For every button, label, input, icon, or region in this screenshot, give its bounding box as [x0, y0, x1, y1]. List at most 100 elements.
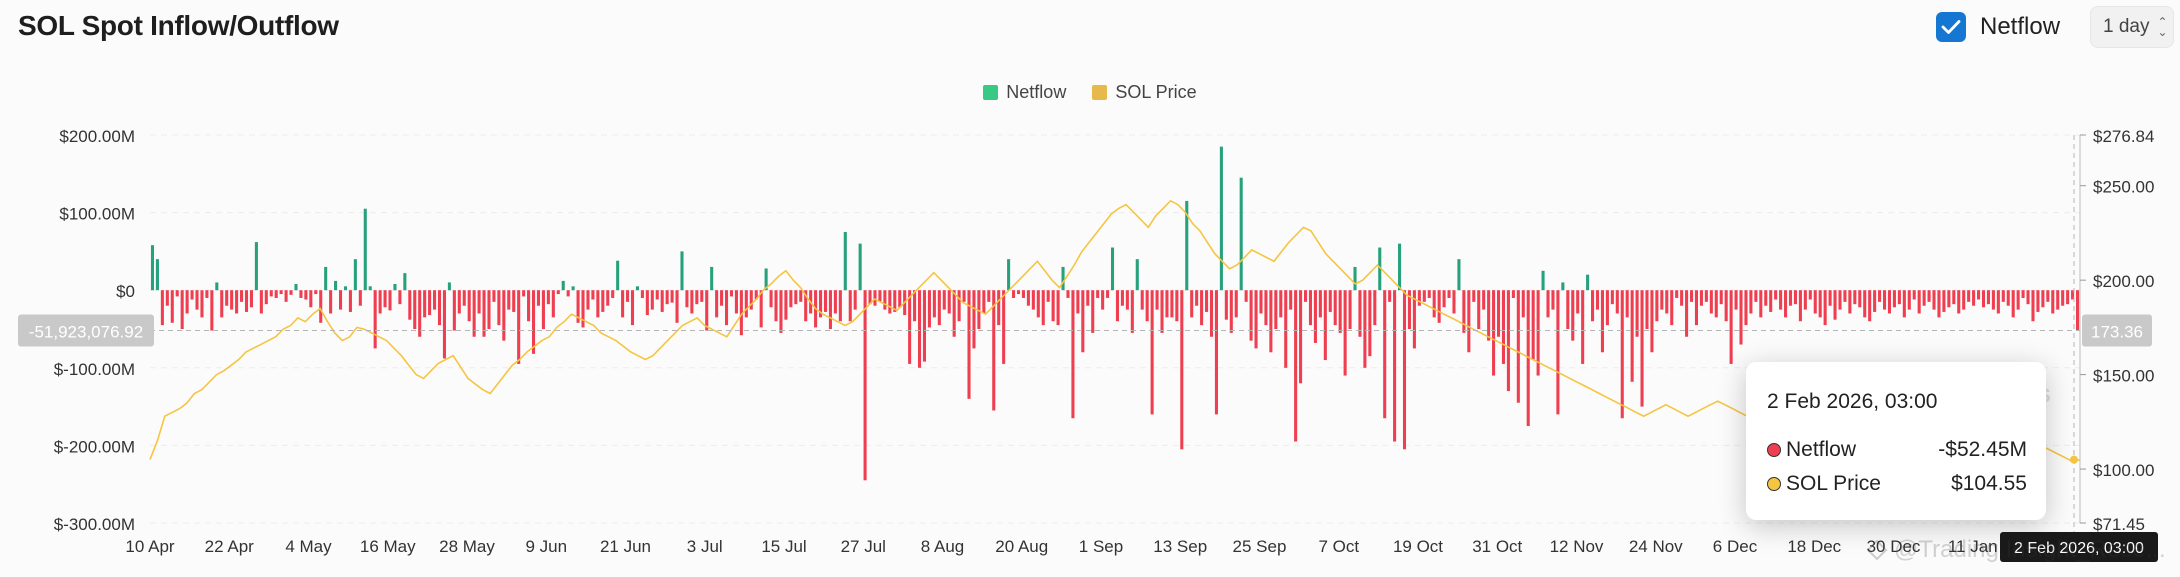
netflow-bar [1343, 290, 1347, 376]
netflow-bar [1516, 290, 1520, 403]
netflow-bar [1318, 290, 1322, 318]
netflow-bar [819, 290, 823, 318]
netflow-bar [502, 290, 506, 341]
netflow-bar [363, 208, 367, 291]
netflow-bar [1224, 290, 1228, 320]
netflow-bar [1081, 290, 1085, 353]
netflow-bar [1130, 290, 1134, 333]
netflow-bar [863, 290, 867, 481]
netflow-bar [1808, 290, 1812, 300]
netflow-bar [1511, 290, 1515, 298]
netflow-bar [715, 290, 719, 318]
netflow-bar [319, 290, 323, 323]
netflow-bar [992, 290, 996, 411]
netflow-bar [670, 290, 674, 303]
x-tick-label: 3 Jul [687, 537, 723, 556]
netflow-bar [1630, 290, 1634, 382]
netflow-bar [373, 290, 377, 349]
tooltip-row-netflow: Netflow -$52.45M [1767, 438, 2027, 462]
netflow-bar [774, 290, 778, 322]
netflow-bar [1868, 290, 1872, 322]
y-right-tick-label: $250.00 [2093, 178, 2154, 197]
netflow-bar [1402, 290, 1407, 450]
netflow-bar [858, 243, 862, 291]
netflow-bar [492, 290, 496, 302]
netflow-bar [804, 290, 808, 322]
interval-select[interactable]: 1 day ⌃ ⌄ [2090, 6, 2174, 48]
netflow-bar [1472, 290, 1476, 302]
netflow-bar [1378, 247, 1382, 291]
netflow-bar [2061, 290, 2065, 306]
netflow-bar [680, 251, 684, 291]
netflow-checkbox[interactable] [1936, 12, 1966, 42]
netflow-bar [700, 290, 704, 302]
netflow-bar [1605, 290, 1609, 326]
netflow-bar [418, 290, 422, 337]
netflow-bar [640, 290, 644, 298]
netflow-bar [1566, 290, 1570, 329]
netflow-bar [522, 290, 526, 297]
netflow-bar [893, 290, 897, 312]
netflow-bar [264, 290, 268, 305]
netflow-bar [1496, 290, 1501, 337]
netflow-bar [1190, 290, 1194, 318]
netflow-bar [784, 290, 788, 320]
netflow-toggle-label: Netflow [1980, 13, 2061, 40]
netflow-bar [1308, 290, 1313, 326]
page-title: SOL Spot Inflow/Outflow [18, 10, 339, 41]
netflow-bar [645, 290, 649, 316]
interval-value: 1 day [2103, 16, 2150, 37]
y-left-tick-label: $-200.00M [54, 437, 135, 456]
netflow-bar [1932, 290, 1936, 310]
netflow-bar [1897, 290, 1901, 305]
netflow-bar [1477, 290, 1481, 329]
netflow-bar [1348, 290, 1352, 329]
legend-item-price[interactable]: SOL Price [1092, 82, 1197, 103]
netflow-bar [1977, 290, 1981, 300]
netflow-bar [1546, 290, 1550, 318]
legend-item-netflow[interactable]: Netflow [983, 82, 1066, 103]
netflow-bar [1353, 266, 1357, 291]
x-tick-label: 10 Apr [125, 537, 174, 556]
netflow-bar [1798, 290, 1802, 322]
netflow-bar [1323, 290, 1327, 361]
netflow-bar [1373, 290, 1377, 326]
netflow-bar [1106, 290, 1110, 298]
netflow-bar [868, 290, 872, 305]
netflow-bar [2011, 290, 2015, 318]
netflow-bar [982, 290, 986, 314]
netflow-bar [170, 290, 174, 323]
netflow-bar [294, 283, 298, 291]
netflow-bar [1363, 290, 1367, 368]
netflow-bar [576, 290, 580, 323]
tooltip-dot-price [1767, 477, 1781, 491]
watermark: @Trading Insight_Rese... [1866, 536, 2166, 564]
netflow-bar [1922, 290, 1926, 306]
netflow-bar [1150, 290, 1154, 415]
netflow-bar [1853, 290, 1857, 305]
netflow-bar [1096, 290, 1100, 298]
x-tick-label: 18 Dec [1787, 537, 1841, 556]
netflow-bar [616, 260, 620, 291]
netflow-bar [1101, 290, 1105, 310]
netflow-bar [630, 290, 635, 326]
netflow-bar [1393, 290, 1397, 442]
netflow-bar [1689, 290, 1694, 302]
y-right-tick-label: $150.00 [2093, 367, 2154, 386]
netflow-bar [665, 290, 669, 305]
netflow-bar [794, 290, 798, 305]
netflow-bar [334, 280, 338, 291]
netflow-toggle[interactable]: Netflow [1936, 10, 2060, 44]
netflow-bar [1338, 290, 1342, 333]
y-right-tick-label: $71.45 [2093, 515, 2145, 534]
netflow-bar [536, 290, 541, 306]
netflow-bar [1467, 290, 1471, 353]
netflow-bar [1858, 290, 1862, 308]
netflow-bar [937, 290, 941, 326]
netflow-bar [952, 290, 956, 337]
netflow-bar [1175, 290, 1179, 322]
x-tick-label: 15 Jul [761, 537, 806, 556]
netflow-bar [1685, 290, 1689, 337]
netflow-bar [1007, 259, 1011, 291]
